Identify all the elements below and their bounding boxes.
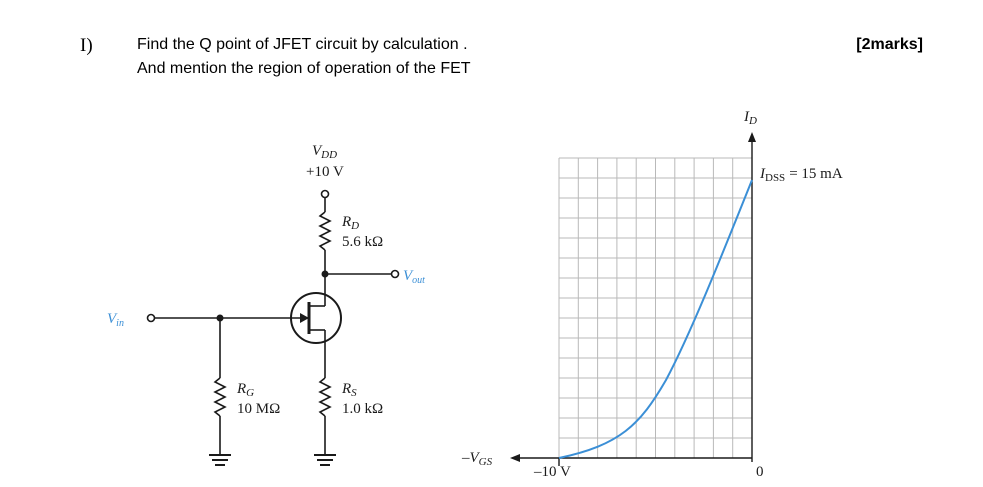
rd-label: RD xyxy=(341,214,359,232)
vdd-value: +10 V xyxy=(306,164,344,180)
vgs-label: –VGS xyxy=(461,450,493,468)
origin-label: 0 xyxy=(756,464,764,480)
rg-resistor xyxy=(213,377,227,417)
id-axis-arrow xyxy=(748,132,756,142)
marks-label: [2marks] xyxy=(856,36,923,53)
rd-resistor xyxy=(318,211,332,251)
transfer-curve xyxy=(558,179,753,459)
id-label: ID xyxy=(743,109,757,127)
vgs-axis-arrow xyxy=(510,454,520,462)
rs-value: 1.0 kΩ xyxy=(342,401,383,417)
vdd-label: VDD xyxy=(312,143,337,161)
question-number: I) xyxy=(80,35,93,56)
rg-label: RG xyxy=(236,381,254,399)
rs-resistor xyxy=(318,377,332,417)
vin-label: Vin xyxy=(107,311,124,329)
vout-label: Vout xyxy=(403,268,425,286)
rd-value: 5.6 kΩ xyxy=(342,234,383,250)
vdd-terminal xyxy=(320,189,330,199)
vout-terminal xyxy=(390,269,400,279)
question-text-line-2: And mention the region of operation of t… xyxy=(137,60,471,77)
rs-label: RS xyxy=(341,381,357,399)
curve-axes xyxy=(510,132,756,466)
idss-label: IDSS = 15 mA xyxy=(759,166,843,184)
vin-terminal xyxy=(146,313,156,323)
gate-arrow xyxy=(300,313,309,323)
vgs-min-label: –10 V xyxy=(533,464,571,480)
question-text-line-1: Find the Q point of JFET circuit by calc… xyxy=(137,36,468,53)
rg-value: 10 MΩ xyxy=(237,401,280,417)
jfet-circuit xyxy=(146,189,400,466)
transfer-curve-grid xyxy=(558,157,753,459)
